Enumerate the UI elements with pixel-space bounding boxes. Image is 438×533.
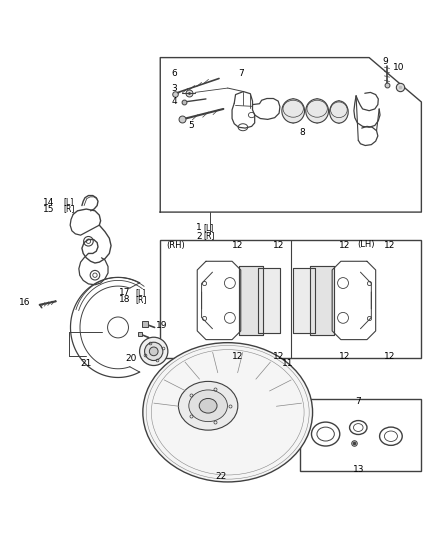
Text: 21: 21 bbox=[81, 359, 92, 368]
Text: 12: 12 bbox=[273, 352, 285, 361]
Text: [L]: [L] bbox=[64, 198, 74, 207]
Polygon shape bbox=[258, 268, 280, 333]
Text: 9: 9 bbox=[382, 56, 388, 66]
Text: 13: 13 bbox=[353, 465, 364, 474]
Bar bbox=[300, 399, 421, 471]
Text: 12: 12 bbox=[384, 241, 395, 250]
Text: 22: 22 bbox=[215, 472, 227, 481]
Text: 12: 12 bbox=[232, 352, 244, 361]
Text: 8: 8 bbox=[300, 128, 305, 137]
Text: (RH): (RH) bbox=[166, 241, 185, 250]
Text: 7: 7 bbox=[355, 397, 361, 406]
Ellipse shape bbox=[314, 99, 321, 123]
Ellipse shape bbox=[330, 101, 348, 123]
Text: 12: 12 bbox=[232, 241, 244, 250]
Polygon shape bbox=[311, 265, 334, 335]
Text: 14: 14 bbox=[43, 198, 54, 207]
Text: 12: 12 bbox=[384, 352, 395, 361]
Text: [L]: [L] bbox=[135, 288, 146, 297]
Ellipse shape bbox=[145, 342, 163, 360]
Text: 3: 3 bbox=[171, 84, 177, 93]
Polygon shape bbox=[293, 268, 315, 333]
Text: 17: 17 bbox=[119, 288, 131, 297]
Text: 12: 12 bbox=[339, 352, 350, 361]
Text: 5: 5 bbox=[188, 120, 194, 130]
Ellipse shape bbox=[189, 390, 227, 422]
Text: 7: 7 bbox=[239, 69, 244, 78]
Text: 2: 2 bbox=[196, 231, 201, 240]
Ellipse shape bbox=[306, 99, 328, 123]
Ellipse shape bbox=[140, 337, 168, 366]
Polygon shape bbox=[239, 265, 262, 335]
Text: (LH): (LH) bbox=[357, 240, 375, 249]
Text: 6: 6 bbox=[171, 69, 177, 78]
Ellipse shape bbox=[290, 99, 297, 123]
Text: 16: 16 bbox=[19, 298, 30, 306]
Text: [R]: [R] bbox=[64, 205, 75, 214]
Text: 19: 19 bbox=[156, 321, 167, 330]
Text: 12: 12 bbox=[273, 241, 285, 250]
Text: [L]: [L] bbox=[204, 223, 214, 232]
Ellipse shape bbox=[143, 343, 313, 482]
Text: [R]: [R] bbox=[204, 231, 215, 240]
Ellipse shape bbox=[282, 99, 304, 123]
Ellipse shape bbox=[199, 399, 217, 413]
Text: 4: 4 bbox=[171, 96, 177, 106]
Ellipse shape bbox=[178, 382, 238, 430]
Text: 12: 12 bbox=[339, 241, 350, 250]
Text: [R]: [R] bbox=[135, 295, 147, 304]
Text: 20: 20 bbox=[125, 354, 137, 364]
Ellipse shape bbox=[149, 347, 158, 356]
Text: 11: 11 bbox=[282, 359, 293, 368]
Text: 10: 10 bbox=[393, 63, 405, 71]
Text: 15: 15 bbox=[43, 205, 54, 214]
Text: 1: 1 bbox=[196, 223, 201, 232]
Text: 18: 18 bbox=[119, 295, 131, 304]
Bar bbox=[160, 240, 421, 358]
Ellipse shape bbox=[336, 101, 342, 123]
